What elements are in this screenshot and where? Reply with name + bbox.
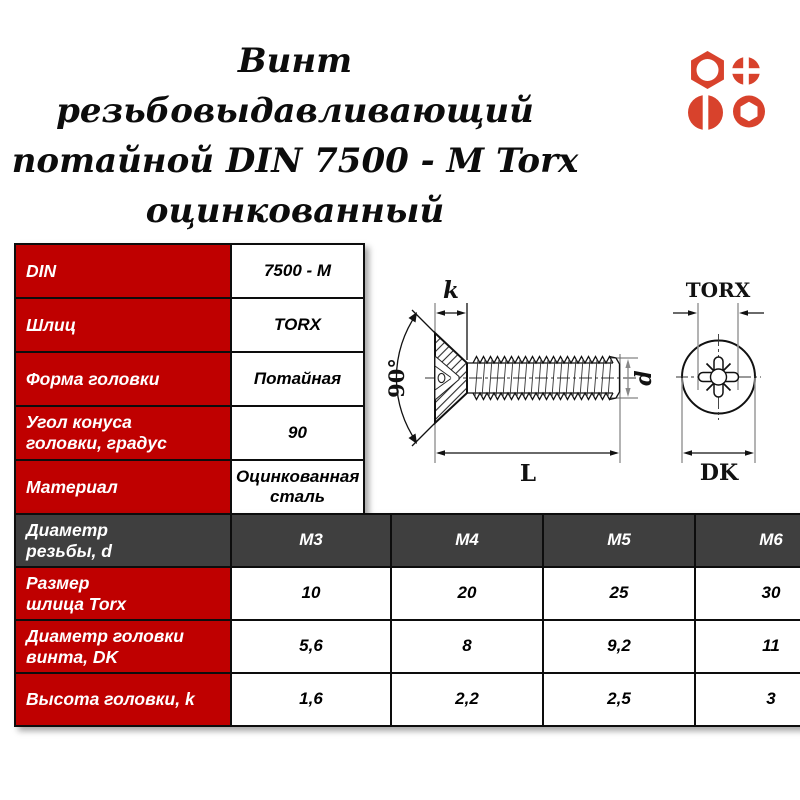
dim-angle-label: 90°: [384, 358, 409, 398]
size-cell: 30: [694, 566, 800, 621]
table-row: DIN 7500 - M: [14, 243, 365, 299]
table-row: Размер шлица Torx 10 20 25 30: [14, 566, 800, 621]
dim-dk-label: DK: [700, 460, 739, 486]
table-row: Высота головки, k 1,6 2,2 2,5 3: [14, 672, 800, 727]
column-header-m3: M3: [230, 513, 392, 568]
table-row: Форма головки Потайная: [14, 351, 365, 407]
size-cell: 20: [390, 566, 544, 621]
spec-value-drive: TORX: [230, 297, 365, 353]
title-line-2: потайной DIN 7500 - M Torx: [11, 141, 579, 181]
size-cell: 9,2: [542, 619, 696, 674]
size-cell: 2,2: [390, 672, 544, 727]
spec-label-cone-angle: Угол конуса головки, градус: [14, 405, 232, 461]
dim-torx-label: TORX: [686, 278, 751, 302]
slotted-drive-icon: [688, 93, 723, 132]
size-cell: 3: [694, 672, 800, 727]
size-cell: 5,6: [230, 619, 392, 674]
title-line-3: оцинкованный: [145, 191, 445, 231]
size-label-dk: Диаметр головки винта, DK: [14, 619, 232, 674]
spec-label-material: Материал: [14, 459, 232, 515]
size-label-k: Высота головки, k: [14, 672, 232, 727]
size-header-row: Диаметр резьбы, d M3 M4 M5 M6: [14, 513, 800, 568]
size-cell: 1,6: [230, 672, 392, 727]
size-cell: 10: [230, 566, 392, 621]
dim-k-label: k: [443, 277, 459, 304]
column-header-m6: M6: [694, 513, 800, 568]
phillips-drive-icon: [730, 55, 762, 87]
spec-value-material: Оцинкованная сталь: [230, 459, 365, 515]
column-header-m5: M5: [542, 513, 696, 568]
size-header-label: Диаметр резьбы, d: [14, 513, 232, 568]
column-header-m4: M4: [390, 513, 544, 568]
size-cell: 8: [390, 619, 544, 674]
page-title: Винт резьбовыдавливающий потайной DIN 75…: [10, 36, 580, 236]
spec-label-din: DIN: [14, 243, 232, 299]
size-cell: 25: [542, 566, 696, 621]
spec-value-head-shape: Потайная: [230, 351, 365, 407]
hex-socket-icon: [733, 95, 765, 128]
fastener-heads-logo: [688, 51, 765, 132]
dim-d-label: d: [631, 370, 657, 385]
screw-head-view: TORX DK: [673, 278, 764, 486]
title-line-1: Винт резьбовыдавливающий: [56, 41, 534, 131]
size-cell: 2,5: [542, 672, 696, 727]
table-row: Материал Оцинкованная сталь: [14, 459, 365, 515]
spec-value-din: 7500 - M: [230, 243, 365, 299]
dim-L-label: L: [520, 460, 536, 487]
size-table: Диаметр резьбы, d M3 M4 M5 M6 Размер шли…: [14, 513, 800, 727]
technical-drawing: k 90° d L: [384, 277, 764, 487]
table-row: Угол конуса головки, градус 90: [14, 405, 365, 461]
hex-head-icon: [691, 51, 724, 89]
spec-value-cone-angle: 90: [230, 405, 365, 461]
table-row: Диаметр головки винта, DK 5,6 8 9,2 11: [14, 619, 800, 674]
size-label-torx: Размер шлица Torx: [14, 566, 232, 621]
size-cell: 11: [694, 619, 800, 674]
spec-table: DIN 7500 - M Шлиц TORX Форма головки Пот…: [14, 243, 365, 515]
screw-side-view: k 90° d L: [384, 277, 657, 487]
spec-label-head-shape: Форма головки: [14, 351, 232, 407]
table-row: Шлиц TORX: [14, 297, 365, 353]
spec-label-drive: Шлиц: [14, 297, 232, 353]
torx-recess: [697, 356, 740, 398]
